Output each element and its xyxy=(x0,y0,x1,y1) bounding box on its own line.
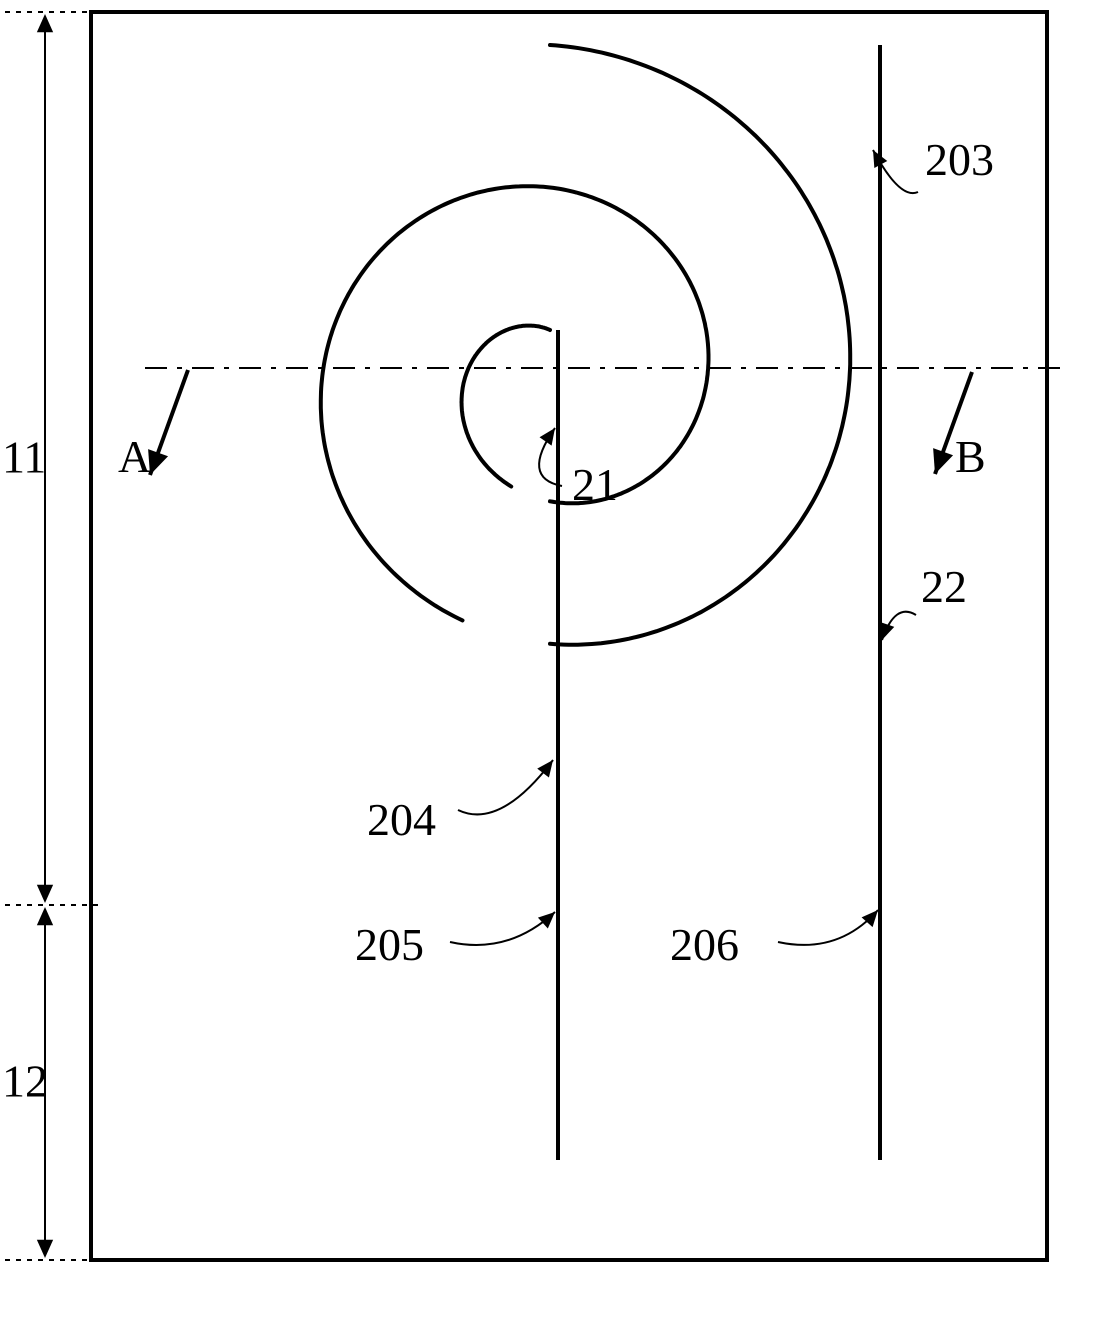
callout-206 xyxy=(778,910,878,945)
callout-label-203: 203 xyxy=(925,134,994,185)
callout-label-205: 205 xyxy=(355,919,424,970)
callout-label-21: 21 xyxy=(572,459,618,510)
label-b: B xyxy=(955,431,986,482)
callout-label-204: 204 xyxy=(367,794,436,845)
callout-label-206: 206 xyxy=(670,919,739,970)
dim-label-11: 11 xyxy=(2,432,46,483)
dim-label-12: 12 xyxy=(2,1056,48,1107)
callout-205 xyxy=(450,912,555,945)
callout-label-22: 22 xyxy=(921,561,967,612)
spiral xyxy=(321,45,850,645)
frame xyxy=(91,12,1047,1260)
label-a: A xyxy=(118,431,151,482)
